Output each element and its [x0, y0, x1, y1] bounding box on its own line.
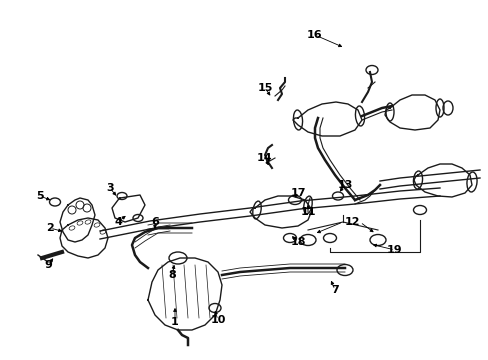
Text: 12: 12: [344, 217, 359, 227]
Text: 10: 10: [210, 315, 225, 325]
Text: 14: 14: [257, 153, 272, 163]
Text: 1: 1: [171, 317, 179, 327]
Text: 15: 15: [257, 83, 272, 93]
Text: 18: 18: [290, 237, 305, 247]
Text: 16: 16: [306, 30, 322, 40]
Text: 2: 2: [46, 223, 54, 233]
Text: 5: 5: [36, 191, 44, 201]
Text: 19: 19: [386, 245, 402, 255]
Text: 9: 9: [44, 260, 52, 270]
Text: 4: 4: [114, 217, 122, 227]
Text: 3: 3: [106, 183, 114, 193]
Text: 6: 6: [151, 217, 159, 227]
Text: 7: 7: [330, 285, 338, 295]
Text: 17: 17: [290, 188, 305, 198]
Text: 13: 13: [337, 180, 352, 190]
Text: 11: 11: [300, 207, 315, 217]
Text: 8: 8: [168, 270, 176, 280]
